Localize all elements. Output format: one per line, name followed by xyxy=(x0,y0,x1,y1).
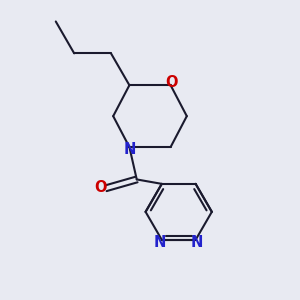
Text: N: N xyxy=(191,235,203,250)
Text: N: N xyxy=(154,235,167,250)
Text: O: O xyxy=(165,75,178,90)
Text: N: N xyxy=(124,142,136,157)
Text: O: O xyxy=(94,180,107,195)
